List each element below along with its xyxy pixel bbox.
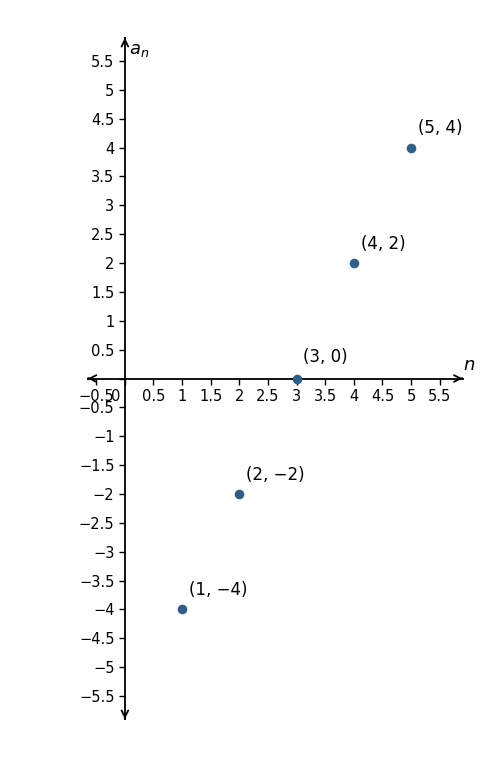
Text: $\mathit{a_n}$: $\mathit{a_n}$ <box>130 41 150 59</box>
Text: 0: 0 <box>111 389 120 404</box>
Point <box>407 142 415 154</box>
Text: (1, −4): (1, −4) <box>189 581 247 599</box>
Text: (2, −2): (2, −2) <box>246 466 305 484</box>
Text: (4, 2): (4, 2) <box>361 235 405 253</box>
Text: (3, 0): (3, 0) <box>303 347 348 366</box>
Point <box>178 603 186 615</box>
Point <box>293 372 300 385</box>
Point <box>350 257 358 269</box>
Text: n: n <box>464 356 475 374</box>
Point <box>236 488 244 500</box>
Text: (5, 4): (5, 4) <box>418 119 463 137</box>
